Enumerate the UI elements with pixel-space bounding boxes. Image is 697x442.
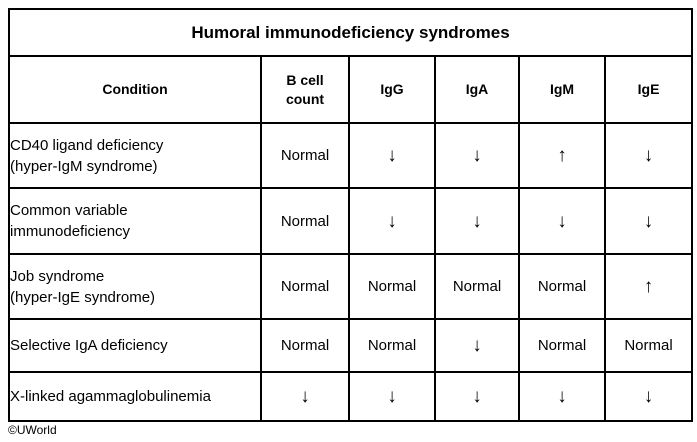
column-header-iga: IgA (434, 55, 520, 124)
column-header-ige: IgE (603, 55, 694, 124)
b-cell-count-cell: Normal (260, 122, 350, 189)
b-cell-count-cell: Normal (260, 318, 350, 373)
igm-cell: ↓ (518, 371, 606, 422)
ige-cell: ↑ (603, 253, 694, 320)
b-cell-count-cell: Normal (260, 187, 350, 255)
table-header-row: Condition B cell count IgG IgA IgM IgE (8, 55, 694, 124)
igg-cell: Normal (348, 253, 436, 320)
igm-cell: Normal (518, 318, 606, 373)
ige-cell: ↓ (603, 122, 694, 189)
iga-cell: ↓ (434, 187, 520, 255)
igm-cell: Normal (518, 253, 606, 320)
iga-cell: ↓ (434, 122, 520, 189)
igm-cell: ↑ (518, 122, 606, 189)
condition-cell: Selective IgA deficiency (8, 318, 262, 373)
condition-cell: X-linked agammaglobulinemia (8, 371, 262, 422)
condition-cell: Common variable immunodeficiency (8, 187, 262, 255)
igg-cell: ↓ (348, 187, 436, 255)
column-header-condition: Condition (8, 55, 262, 124)
table-row: CD40 ligand deficiency (hyper-IgM syndro… (8, 122, 694, 189)
ige-cell: ↓ (603, 371, 694, 422)
igm-cell: ↓ (518, 187, 606, 255)
humoral-immunodeficiency-table: Humoral immunodeficiency syndromes Condi… (7, 8, 694, 422)
column-header-igg: IgG (348, 55, 436, 124)
table-title-row: Humoral immunodeficiency syndromes (7, 8, 694, 57)
igg-cell: ↓ (348, 122, 436, 189)
table-row: Selective IgA deficiency Normal Normal ↓… (8, 318, 694, 373)
iga-cell: ↓ (434, 318, 520, 373)
igg-cell: Normal (348, 318, 436, 373)
iga-cell: Normal (434, 253, 520, 320)
copyright-uworld: ©UWorld (8, 423, 57, 437)
table-row: Common variable immunodeficiency Normal … (8, 187, 694, 255)
column-header-igm: IgM (518, 55, 606, 124)
b-cell-count-cell: ↓ (260, 371, 350, 422)
condition-cell: Job syndrome (hyper-IgE syndrome) (8, 253, 262, 320)
table-row: X-linked agammaglobulinemia ↓ ↓ ↓ ↓ ↓ (8, 371, 694, 422)
igg-cell: ↓ (348, 371, 436, 422)
table-title: Humoral immunodeficiency syndromes (7, 8, 694, 57)
ige-cell: Normal (603, 318, 694, 373)
condition-cell: CD40 ligand deficiency (hyper-IgM syndro… (8, 122, 262, 189)
table-row: Job syndrome (hyper-IgE syndrome) Normal… (8, 253, 694, 320)
ige-cell: ↓ (603, 187, 694, 255)
iga-cell: ↓ (434, 371, 520, 422)
column-header-b-cell-count: B cell count (260, 55, 350, 124)
b-cell-count-cell: Normal (260, 253, 350, 320)
